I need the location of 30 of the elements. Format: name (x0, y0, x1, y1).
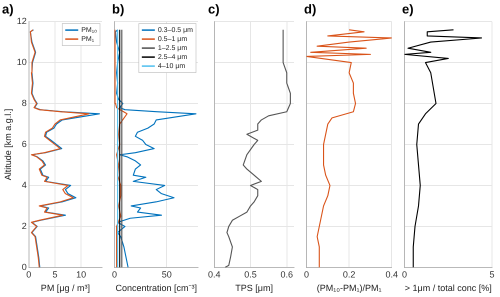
x-tick-label: 5 (52, 269, 58, 280)
y-tick-label: 0 (22, 262, 27, 272)
x-tick-label: 0 (402, 269, 408, 280)
x-tick-label: 0 (112, 269, 118, 280)
chart-title: b) (112, 1, 124, 16)
x-axis-title: (PM₁₀-PM₁)/PM₁ (316, 283, 382, 294)
chart-title: d) (304, 1, 316, 16)
y-tick-label: 8 (22, 98, 27, 108)
y-tick-label: 12 (16, 16, 27, 26)
x-tick-label: 0.2 (342, 269, 356, 280)
chart-title: c) (208, 1, 220, 16)
x-tick-label: 0.4 (208, 269, 221, 280)
y-tick-label: 4 (22, 180, 27, 190)
y-tick-label: 6 (22, 138, 27, 149)
x-tick-label: 0.5 (244, 269, 257, 280)
x-tick-label: 10 (76, 269, 86, 280)
y-tick-label: 2 (22, 220, 27, 231)
x-tick-label: 0.4 (385, 269, 398, 280)
y-tick-label: 10 (16, 57, 27, 68)
x-tick-label: 5 (489, 269, 495, 280)
x-axis-title: TPS [μm] (235, 283, 273, 294)
y-axis-title: Altitude [km a.g.l.] (2, 108, 13, 180)
x-axis-title: Concentration [cm⁻³] (115, 283, 198, 294)
x-axis-title: > 1μm / total conc [%] (404, 283, 492, 294)
x-tick-label: 0 (304, 269, 310, 280)
x-tick-label: 0.6 (280, 269, 294, 280)
x-axis-title: PM [μg / m³] (40, 283, 90, 294)
x-tick-label: 50 (162, 269, 172, 280)
chart-title: a) (2, 1, 14, 16)
chart-title: e) (402, 1, 414, 16)
